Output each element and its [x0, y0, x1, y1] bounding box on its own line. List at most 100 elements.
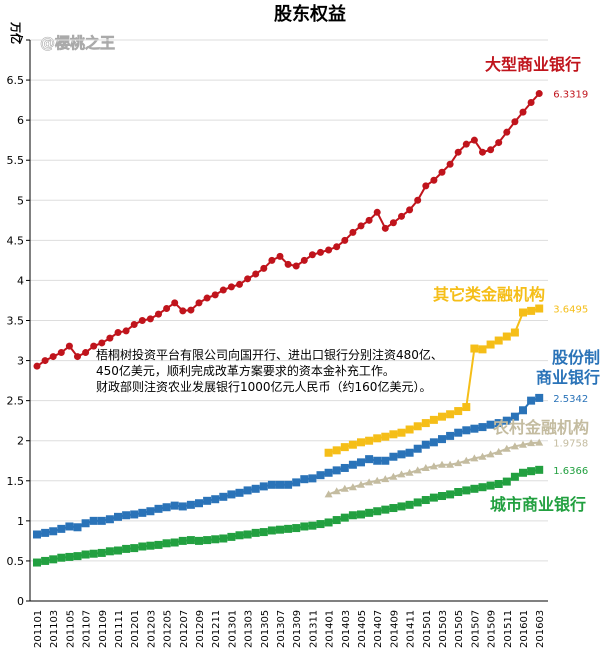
point	[333, 243, 341, 251]
series-line	[36, 92, 540, 368]
point	[251, 528, 260, 537]
point	[494, 419, 503, 428]
point	[502, 332, 511, 341]
point	[105, 515, 114, 524]
point	[365, 216, 373, 224]
point	[49, 353, 57, 361]
x-tick-label: 201111	[114, 610, 125, 648]
x-tick-label: 201405	[357, 610, 368, 648]
point	[389, 472, 398, 480]
point	[389, 452, 398, 461]
point	[454, 148, 462, 156]
point	[130, 321, 138, 329]
point	[494, 447, 503, 455]
point	[398, 212, 405, 220]
point	[235, 531, 244, 540]
point	[495, 139, 503, 147]
point	[219, 534, 228, 543]
chart-title: 股东权益	[273, 3, 346, 25]
point	[308, 474, 317, 483]
point	[381, 505, 390, 514]
point	[429, 438, 438, 447]
point	[114, 512, 122, 521]
point	[65, 552, 74, 561]
x-tick-label: 201311	[308, 610, 319, 648]
end-value-label: 1.6366	[553, 466, 588, 477]
point	[227, 532, 236, 541]
y-tick-label: 4	[17, 274, 24, 287]
point	[510, 472, 519, 481]
point	[511, 118, 519, 126]
point	[332, 446, 341, 455]
x-tick-label: 201403	[341, 610, 352, 648]
point	[90, 342, 98, 350]
point	[81, 519, 90, 528]
point	[340, 484, 349, 492]
point	[171, 299, 179, 307]
point	[454, 407, 463, 416]
x-tick-label: 201201	[130, 610, 141, 648]
point	[438, 168, 446, 176]
point	[259, 482, 268, 491]
annotation-line: 450亿美元，顺利完成改革方案要求的资本金补充工作。	[96, 364, 395, 378]
point	[244, 275, 252, 283]
point	[163, 304, 171, 312]
annotation: 梧桐树投资平台有限公司向国开行、进出口银行分别注资480亿、 450亿美元，顺利…	[96, 347, 443, 395]
point	[510, 328, 519, 337]
point	[389, 430, 398, 439]
point	[527, 99, 535, 107]
point	[316, 471, 325, 480]
point	[187, 306, 195, 314]
point	[324, 448, 333, 457]
annotation-line: 梧桐树投资平台有限公司向国开行、进出口银行分别注资480亿、	[96, 348, 443, 362]
point	[357, 458, 365, 467]
point	[340, 513, 349, 522]
point	[478, 452, 487, 460]
series-label: 大型商业银行	[485, 55, 582, 74]
end-value-label: 6.3319	[553, 90, 588, 101]
point	[98, 339, 106, 347]
point	[33, 558, 41, 567]
point	[421, 463, 430, 471]
point	[292, 478, 301, 487]
x-tick-label: 201101	[33, 610, 44, 648]
point	[41, 528, 50, 537]
point	[502, 444, 511, 452]
point	[81, 550, 90, 559]
point	[494, 479, 503, 488]
point	[470, 454, 479, 462]
point	[462, 456, 471, 464]
x-tick-label: 201209	[195, 610, 206, 648]
point	[89, 549, 98, 558]
point	[519, 468, 527, 477]
point	[154, 540, 163, 549]
point	[446, 410, 455, 419]
point	[446, 460, 455, 468]
point	[429, 493, 438, 502]
point	[373, 434, 382, 443]
point	[478, 483, 487, 492]
point	[470, 136, 478, 144]
x-tick-label: 201207	[179, 610, 190, 648]
point	[438, 460, 446, 468]
point	[413, 444, 422, 453]
point	[300, 256, 308, 264]
point	[292, 262, 300, 270]
point	[89, 516, 98, 525]
point	[292, 524, 301, 533]
point	[470, 344, 479, 353]
point	[276, 480, 284, 489]
point	[179, 307, 187, 315]
point	[373, 456, 382, 465]
point	[332, 516, 341, 525]
point	[154, 504, 163, 513]
point	[195, 299, 203, 307]
point	[470, 484, 479, 493]
point	[535, 438, 544, 446]
series-label: 其它类金融机构	[433, 285, 546, 304]
point	[373, 507, 382, 516]
point	[82, 349, 90, 357]
point	[486, 420, 495, 429]
x-tick-label: 201301	[227, 610, 238, 648]
point	[365, 436, 374, 445]
